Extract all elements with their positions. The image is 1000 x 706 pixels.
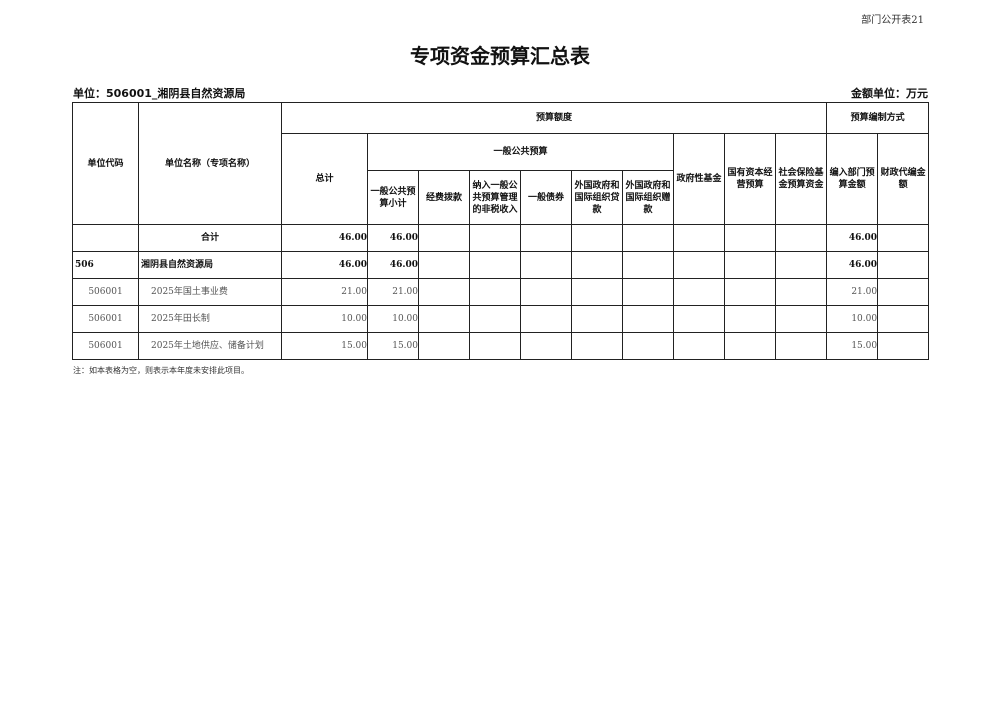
cell-dept: 15.00 <box>826 332 879 360</box>
cell-code: 506001 <box>72 278 139 306</box>
cell-name: 2025年国土事业费 <box>138 278 282 306</box>
header-foreign-loans: 外国政府和国际组织贷款 <box>571 170 623 225</box>
cell-code: 506001 <box>72 332 139 360</box>
header-method: 预算编制方式 <box>826 102 930 134</box>
empty-cell <box>418 278 470 306</box>
empty-cell <box>418 224 470 252</box>
empty-cell <box>673 278 725 306</box>
empty-cell <box>418 332 470 360</box>
table-row: 506001 2025年田长制 10.00 10.00 10.00 <box>72 305 930 333</box>
empty-cell <box>520 332 572 360</box>
header-name: 单位名称（专项名称） <box>138 102 282 225</box>
header-code: 单位代码 <box>72 102 139 225</box>
cell-code <box>72 224 139 252</box>
header-dept-budget: 编入部门预算金额 <box>826 133 879 225</box>
empty-cell <box>469 332 521 360</box>
table-row: 合计 46.00 46.00 46.00 <box>72 224 930 252</box>
empty-cell <box>774 251 828 279</box>
cell-dept: 21.00 <box>826 278 879 306</box>
empty-cell <box>724 251 776 279</box>
empty-cell <box>673 251 725 279</box>
header-non-tax: 纳入一般公共预算管理的非税收入 <box>469 170 521 225</box>
cell-subtotal: 46.00 <box>367 224 419 252</box>
header-gov-fund: 政府性基金 <box>673 133 725 225</box>
page-label: 部门公开表21 <box>861 15 924 26</box>
empty-cell <box>571 305 623 333</box>
table-row: 506001 2025年国土事业费 21.00 21.00 21.00 <box>72 278 930 306</box>
empty-cell <box>774 224 828 252</box>
empty-cell <box>673 224 725 252</box>
cell-total: 46.00 <box>281 224 368 252</box>
empty-cell <box>520 224 572 252</box>
empty-cell <box>622 224 674 252</box>
header-bonds: 一般债券 <box>520 170 572 225</box>
empty-cell <box>622 305 674 333</box>
cell-total: 46.00 <box>281 251 368 279</box>
cell-subtotal: 15.00 <box>367 332 419 360</box>
empty-cell <box>469 251 521 279</box>
header-foreign-grants: 外国政府和国际组织赠款 <box>622 170 674 225</box>
empty-cell <box>724 305 776 333</box>
empty-cell <box>469 278 521 306</box>
cell-dept: 46.00 <box>826 251 879 279</box>
header-general-subtotal: 一般公共预算小计 <box>367 170 419 225</box>
header-social-insurance: 社会保险基金预算资金 <box>774 133 828 225</box>
empty-cell <box>673 332 725 360</box>
header-state-capital: 国有资本经营预算 <box>724 133 776 225</box>
empty-cell <box>469 305 521 333</box>
empty-cell <box>774 278 828 306</box>
empty-cell <box>571 251 623 279</box>
empty-cell <box>774 332 828 360</box>
empty-cell <box>571 332 623 360</box>
empty-cell <box>724 278 776 306</box>
header-general: 一般公共预算 <box>367 133 674 171</box>
cell-name: 2025年田长制 <box>138 305 282 333</box>
empty-cell <box>724 224 776 252</box>
empty-cell <box>469 224 521 252</box>
empty-cell <box>418 305 470 333</box>
header-funding: 经费拨款 <box>418 170 470 225</box>
empty-cell <box>520 251 572 279</box>
cell-name: 2025年土地供应、储备计划 <box>138 332 282 360</box>
cell-name: 湘阴县自然资源局 <box>138 251 282 279</box>
cell-subtotal: 21.00 <box>367 278 419 306</box>
money-unit-label: 金额单位：万元 <box>851 87 928 100</box>
cell-code: 506001 <box>72 305 139 333</box>
empty-cell <box>673 305 725 333</box>
empty-cell <box>724 332 776 360</box>
cell-subtotal: 10.00 <box>367 305 419 333</box>
empty-cell <box>877 251 930 279</box>
budget-table: 单位代码 单位名称（专项名称） 预算额度 预算编制方式 总计 一般公共预算 政府… <box>72 102 930 360</box>
cell-code: 506 <box>72 251 139 279</box>
cell-dept: 10.00 <box>826 305 879 333</box>
empty-cell <box>877 332 930 360</box>
header-budget-amount: 预算额度 <box>280 102 828 134</box>
unit-label: 单位：506001_湘阴县自然资源局 <box>73 87 246 100</box>
empty-cell <box>622 278 674 306</box>
cell-total: 15.00 <box>281 332 368 360</box>
footnote: 注：如本表格为空，则表示本年度未安排此项目。 <box>73 366 249 375</box>
empty-cell <box>520 278 572 306</box>
cell-dept: 46.00 <box>826 224 879 252</box>
table-row: 506001 2025年土地供应、储备计划 15.00 15.00 15.00 <box>72 332 930 360</box>
empty-cell <box>877 224 930 252</box>
page-title: 专项资金预算汇总表 <box>410 44 590 68</box>
empty-cell <box>622 251 674 279</box>
empty-cell <box>418 251 470 279</box>
cell-total: 10.00 <box>281 305 368 333</box>
empty-cell <box>774 305 828 333</box>
header-fiscal-agent: 财政代编金额 <box>877 133 930 225</box>
header-total: 总计 <box>281 133 368 225</box>
empty-cell <box>571 278 623 306</box>
cell-name: 合计 <box>138 224 282 252</box>
empty-cell <box>877 278 930 306</box>
cell-subtotal: 46.00 <box>367 251 419 279</box>
empty-cell <box>520 305 572 333</box>
empty-cell <box>622 332 674 360</box>
cell-total: 21.00 <box>281 278 368 306</box>
empty-cell <box>877 305 930 333</box>
empty-cell <box>571 224 623 252</box>
table-row: 506 湘阴县自然资源局 46.00 46.00 46.00 <box>72 251 930 279</box>
